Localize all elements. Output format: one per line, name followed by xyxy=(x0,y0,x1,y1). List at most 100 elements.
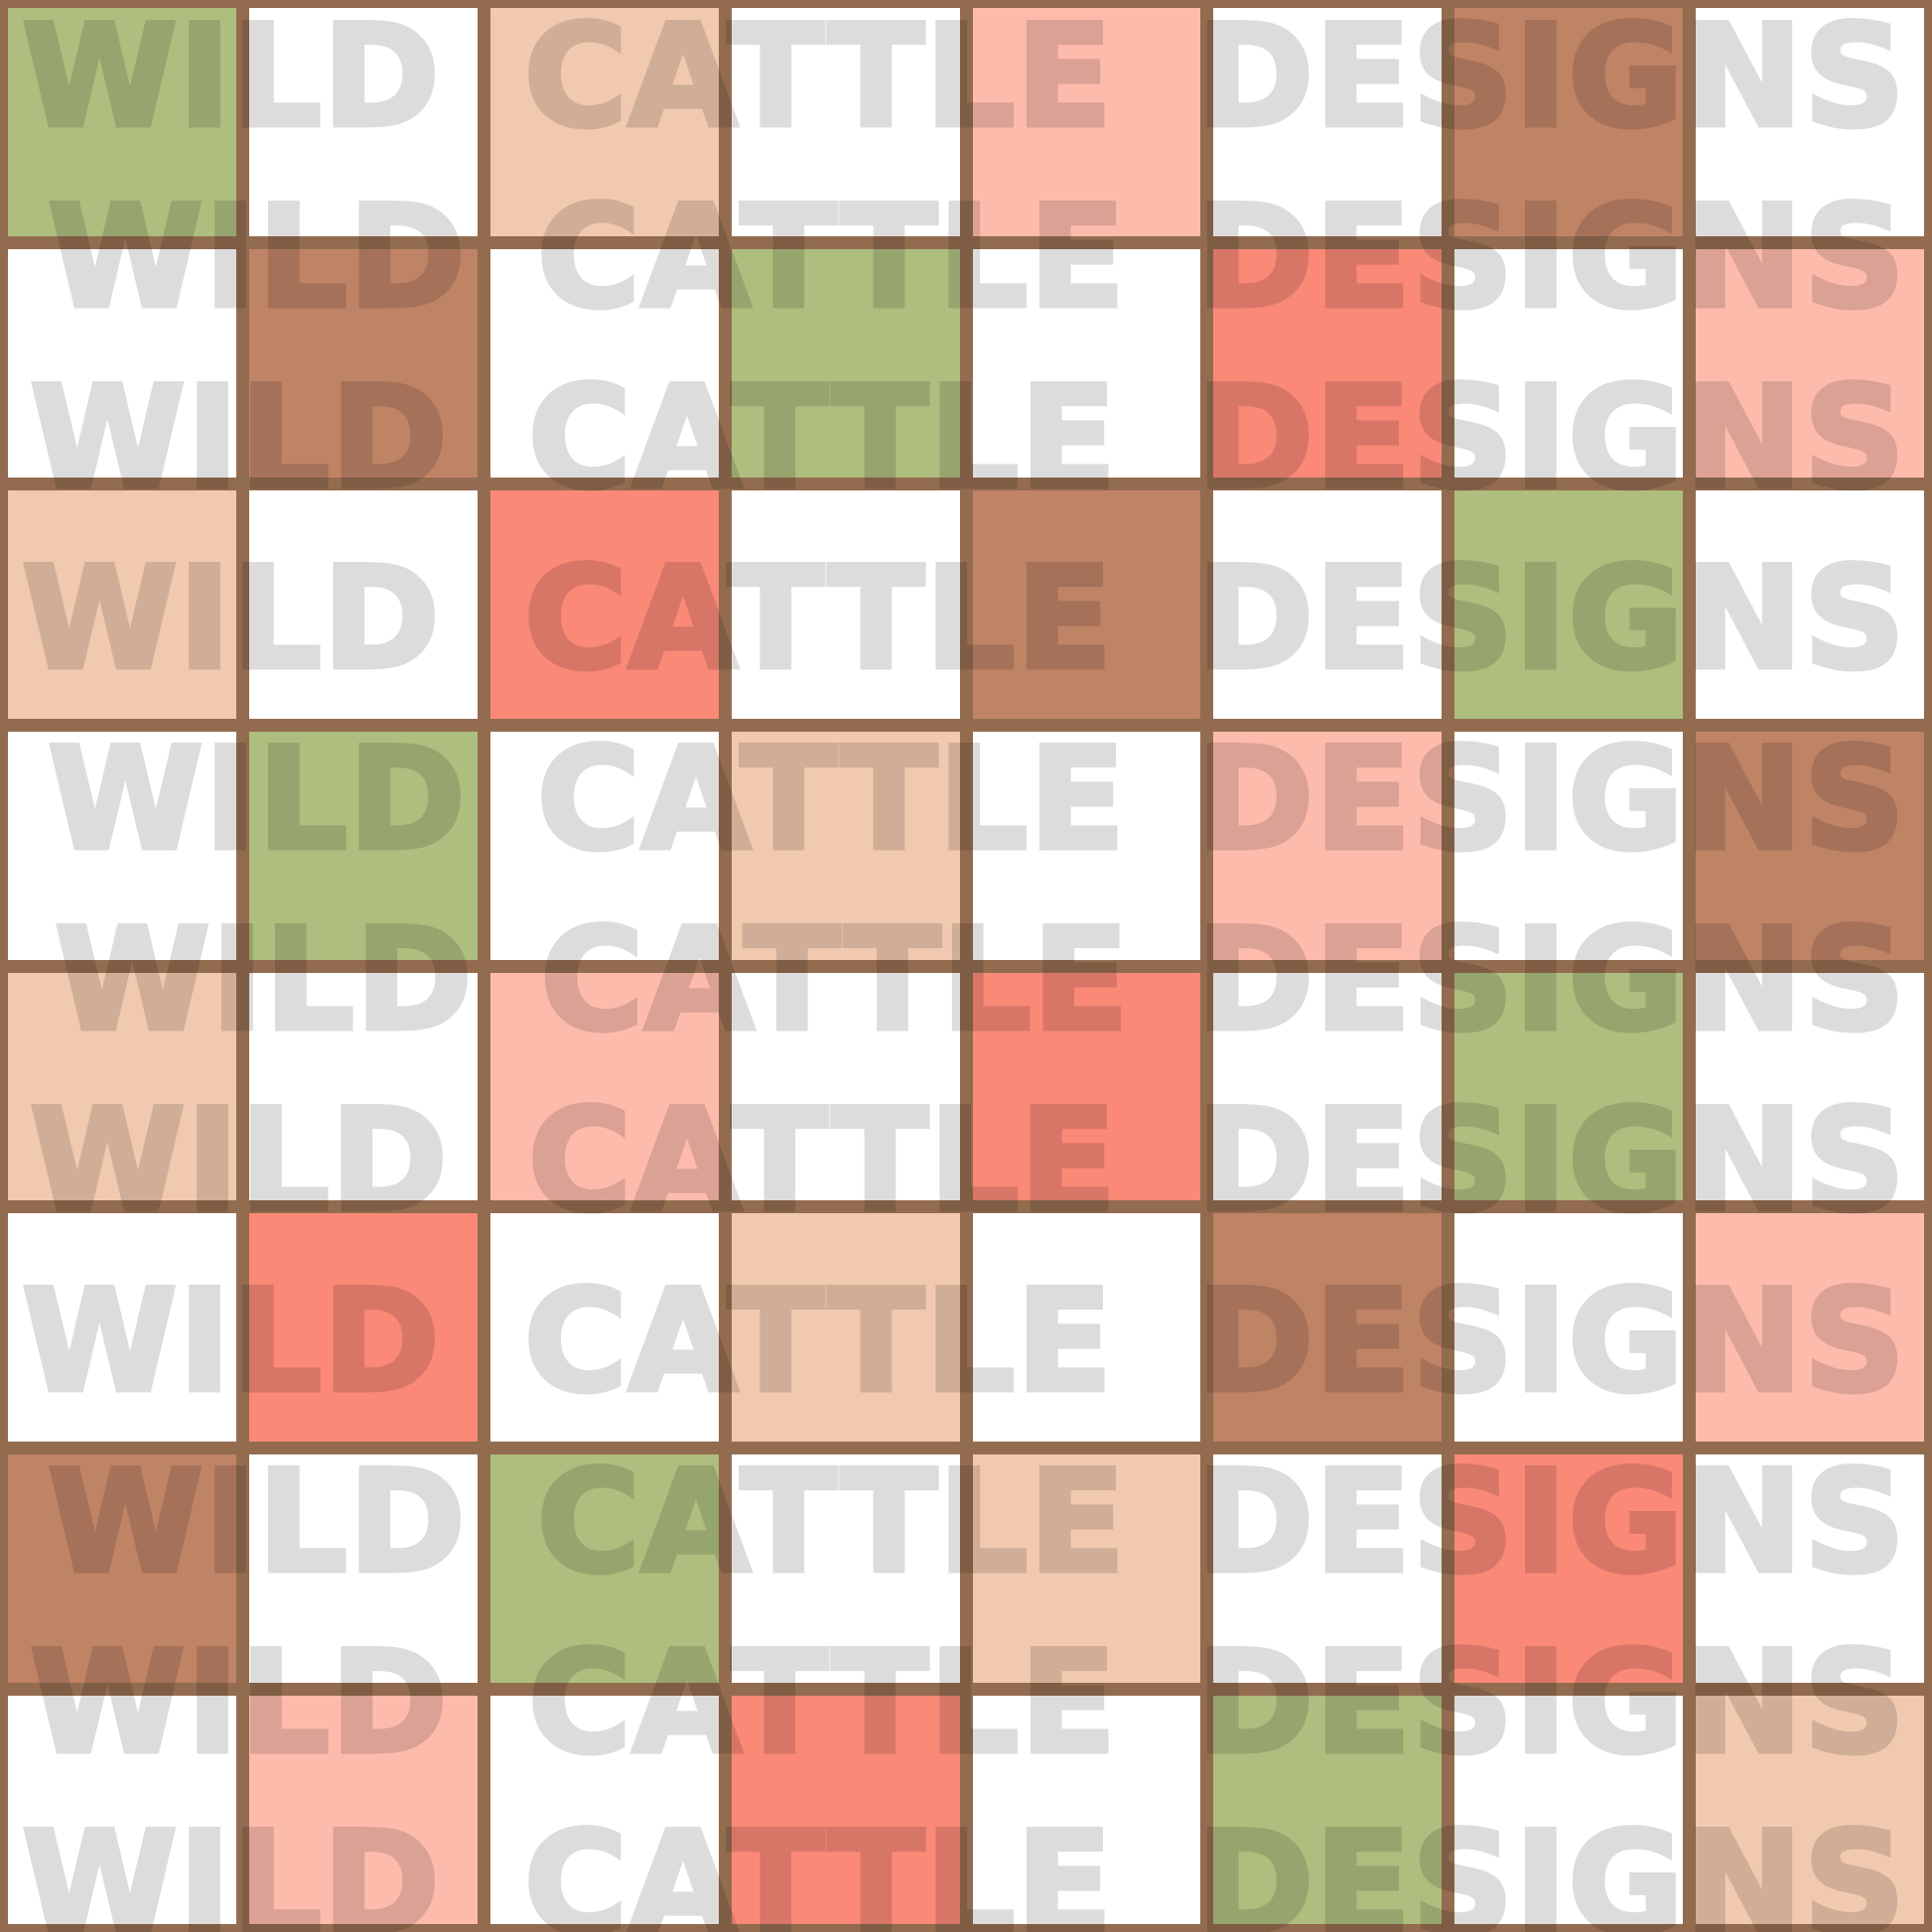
grid-cell xyxy=(1454,248,1684,478)
watermark-word: CATTLE xyxy=(525,1079,1119,1243)
watermark-row: WILD CATTLE DESIGNS xyxy=(28,1079,1908,1243)
grid-cell xyxy=(731,1696,960,1924)
grid-cell xyxy=(1696,1454,1924,1684)
watermark-row: WILD CATTLE DESIGNS xyxy=(20,537,1908,701)
watermark-row: WILD CATTLE DESIGNS xyxy=(28,356,1908,520)
grid-cell xyxy=(972,731,1201,960)
grid-cell xyxy=(972,1213,1201,1443)
grid-cell xyxy=(972,1696,1201,1924)
grid-cell xyxy=(248,1213,478,1443)
grid-cell xyxy=(489,8,719,236)
grid-cell xyxy=(1454,1454,1684,1684)
grid-cell xyxy=(1696,248,1924,478)
grid-cell xyxy=(1696,1213,1924,1443)
watermark-word: DESIGNS xyxy=(1194,1260,1908,1424)
grid-cell xyxy=(489,1454,719,1684)
watermark-word: DESIGNS xyxy=(1194,0,1908,159)
watermark-word: WILD xyxy=(53,898,476,1062)
grid-cell xyxy=(248,8,478,236)
grid-cell xyxy=(1696,972,1924,1201)
grid-cell xyxy=(972,489,1201,719)
grid-cell xyxy=(248,248,478,478)
grid-cell xyxy=(731,972,960,1201)
grid-cell xyxy=(8,731,236,960)
watermark-word: DESIGNS xyxy=(1194,356,1908,520)
watermark-word: DESIGNS xyxy=(1194,1802,1908,1932)
grid-cell xyxy=(8,1696,236,1924)
grid-cell xyxy=(731,489,960,719)
watermark-word: WILD xyxy=(46,176,469,340)
watermark-word: DESIGNS xyxy=(1194,1441,1908,1604)
watermark-word: DESIGNS xyxy=(1194,1079,1908,1243)
watermark-word: CATTLE xyxy=(521,537,1115,701)
grid-cell xyxy=(8,972,236,1201)
grid-cell xyxy=(489,1213,719,1443)
grid-cell xyxy=(1696,8,1924,236)
grid-cell xyxy=(248,489,478,719)
grid-cell xyxy=(1213,8,1443,236)
watermark-word: CATTLE xyxy=(534,1441,1128,1604)
grid-cell xyxy=(8,489,236,719)
grid-cell xyxy=(8,248,236,478)
grid-cell xyxy=(489,248,719,478)
grid-cell xyxy=(489,972,719,1201)
watermark-row: WILD CATTLE DESIGNS xyxy=(20,1802,1908,1932)
watermark-word: DESIGNS xyxy=(1194,1621,1908,1785)
watermark-row: WILD CATTLE DESIGNS xyxy=(20,1260,1908,1424)
watermark-row: WILD CATTLE DESIGNS xyxy=(46,1441,1908,1604)
grid-cell xyxy=(731,1213,960,1443)
watermark-word: DESIGNS xyxy=(1194,718,1908,882)
watermark-row: WILD CATTLE DESIGNS xyxy=(20,0,1908,159)
watermark-word: DESIGNS xyxy=(1194,176,1908,340)
watermark-word: CATTLE xyxy=(538,898,1132,1062)
grid-cell xyxy=(731,731,960,960)
grid-cell xyxy=(489,731,719,960)
grid-cell xyxy=(8,1213,236,1443)
watermark-word: CATTLE xyxy=(534,176,1128,340)
watermark-word: WILD xyxy=(20,1802,443,1932)
grid-cell xyxy=(1696,731,1924,960)
grid-cell xyxy=(731,1454,960,1684)
watermark-row: WILD CATTLE DESIGNS xyxy=(28,1621,1908,1785)
grid-cell xyxy=(1213,972,1443,1201)
watermark-word: CATTLE xyxy=(534,718,1128,882)
watermark-word: CATTLE xyxy=(521,1802,1115,1932)
watermark-word: DESIGNS xyxy=(1194,537,1908,701)
grid-cell xyxy=(489,1696,719,1924)
grid-cell xyxy=(1696,489,1924,719)
grid-cell xyxy=(731,248,960,478)
grid-cell xyxy=(1213,489,1443,719)
grid-cell xyxy=(1454,489,1684,719)
grid-cell xyxy=(1213,1696,1443,1924)
watermark-word: WILD xyxy=(20,0,443,159)
watermark-word: CATTLE xyxy=(521,1260,1115,1424)
grid-cell xyxy=(8,8,236,236)
watermark-word: WILD xyxy=(46,1441,469,1604)
watermark-word: WILD xyxy=(46,718,469,882)
watermark-row: WILD CATTLE DESIGNS xyxy=(46,176,1908,340)
grid-cell xyxy=(1454,972,1684,1201)
grid-cell xyxy=(1213,731,1443,960)
watermark-word: CATTLE xyxy=(525,1621,1119,1785)
watermark-row: WILD CATTLE DESIGNS xyxy=(53,898,1908,1062)
grid-cell xyxy=(1213,1213,1443,1443)
grid-cell xyxy=(248,731,478,960)
watermark-word: WILD xyxy=(28,356,451,520)
watermark-word: DESIGNS xyxy=(1194,898,1908,1062)
watermark-row: WILD CATTLE DESIGNS xyxy=(46,718,1908,882)
grid-cell xyxy=(972,248,1201,478)
watermark-word: CATTLE xyxy=(525,356,1119,520)
grid-cell xyxy=(1696,1696,1924,1924)
grid-cell xyxy=(972,1454,1201,1684)
grid-cell xyxy=(8,1454,236,1684)
grid-cell xyxy=(248,972,478,1201)
grid-cell xyxy=(972,8,1201,236)
grid-cell xyxy=(1454,1696,1684,1924)
grid-cell xyxy=(489,489,719,719)
grid-cell xyxy=(248,1454,478,1684)
watermark-word: WILD xyxy=(20,537,443,701)
grid-cell xyxy=(248,1696,478,1924)
